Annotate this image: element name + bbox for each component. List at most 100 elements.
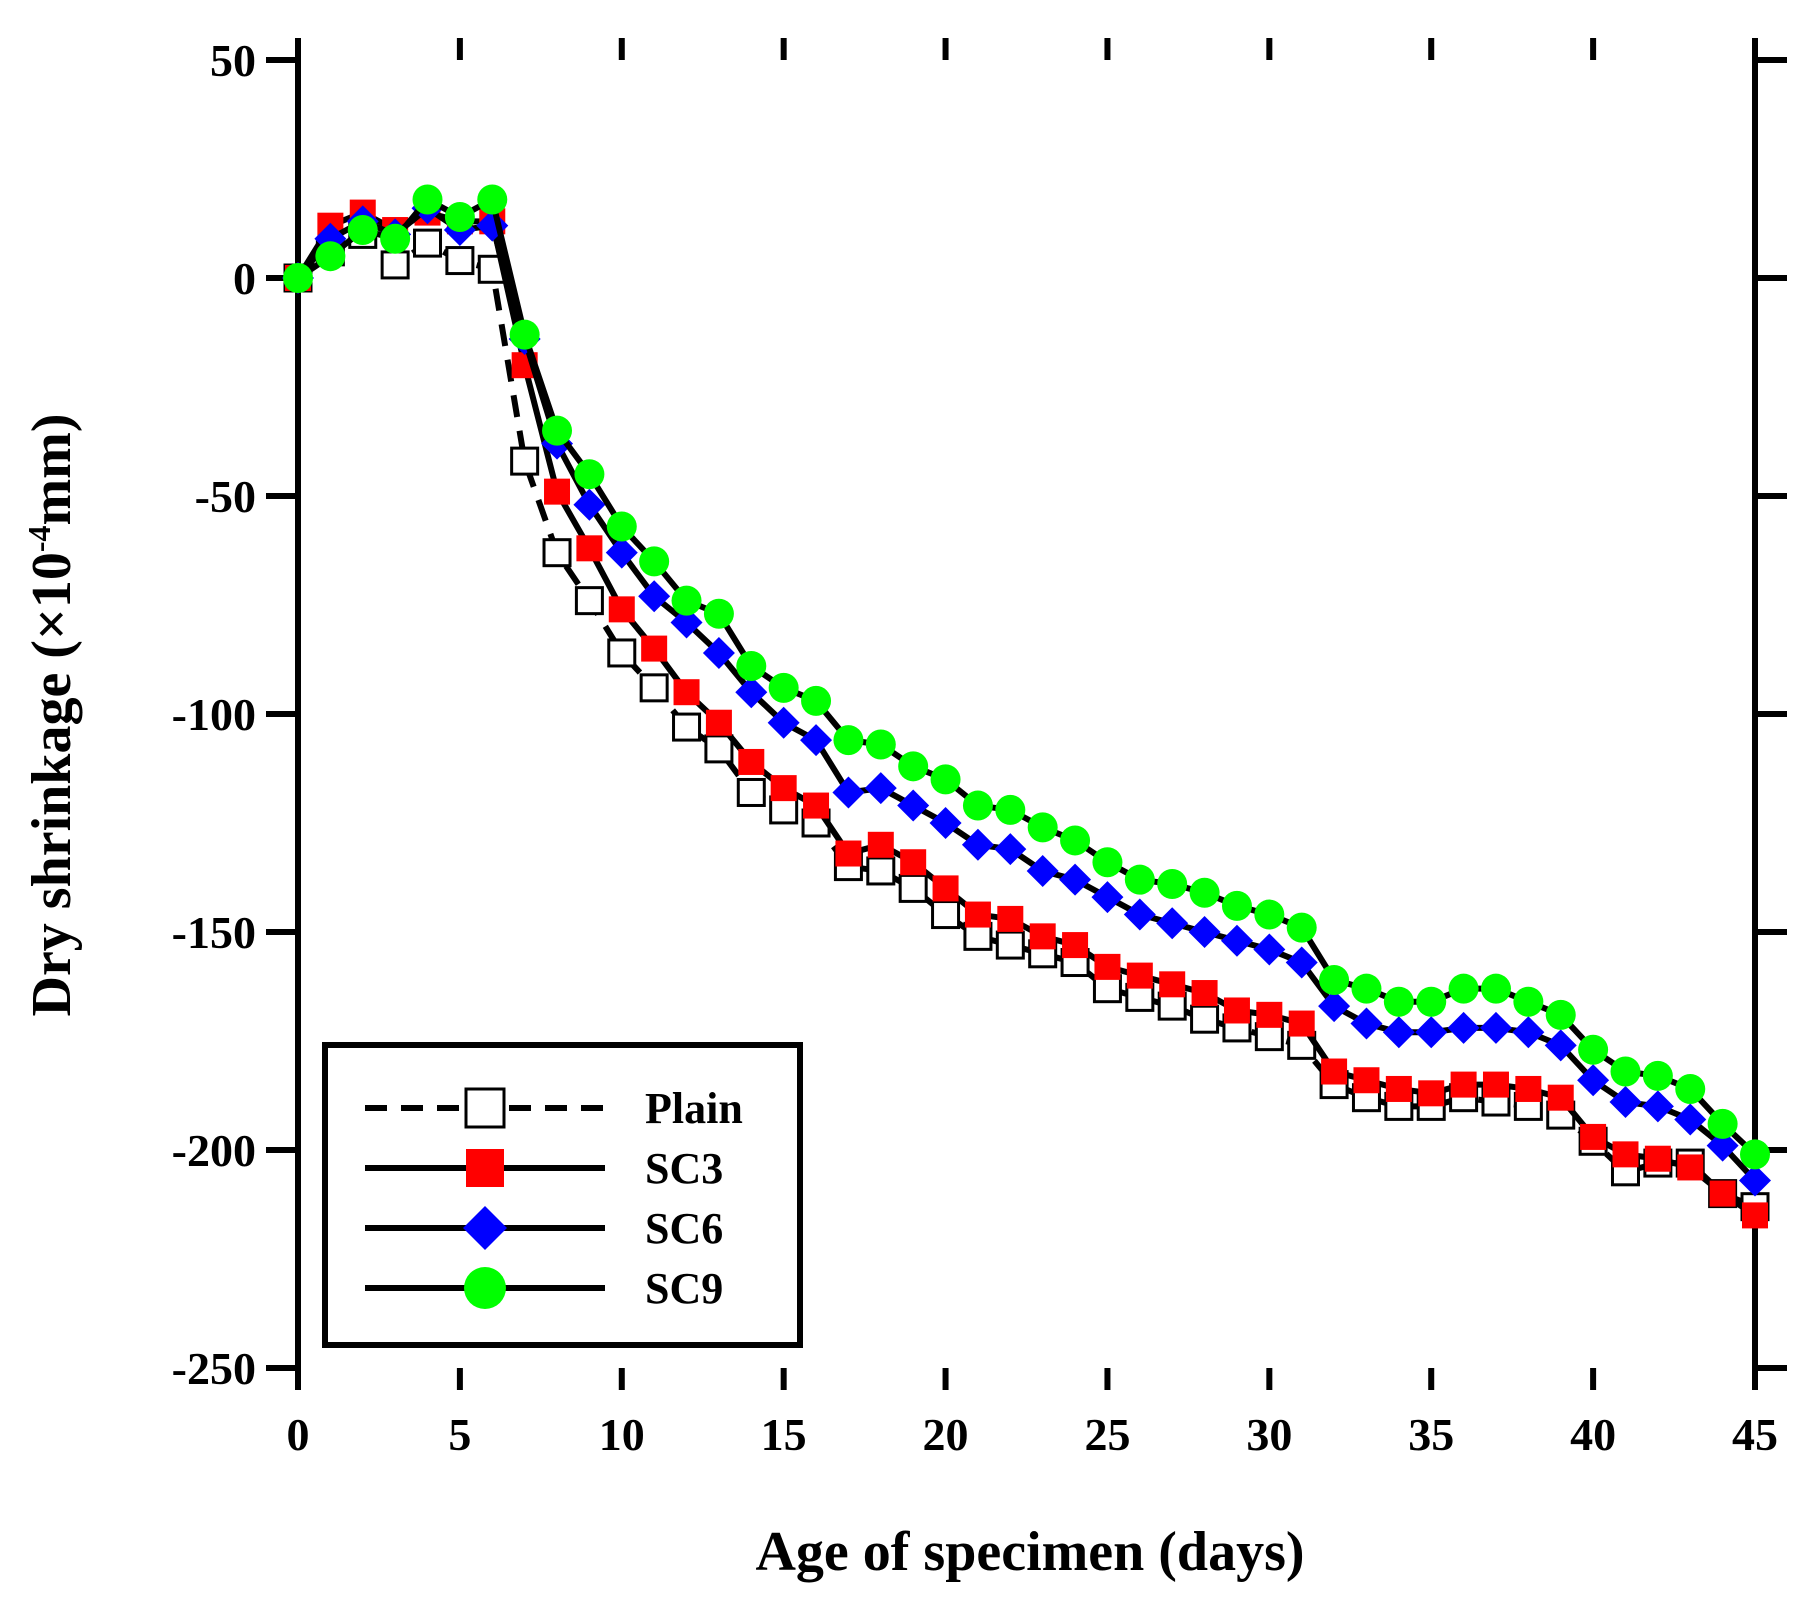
y-tick-label: -50 [195, 471, 256, 522]
data-point-sc3 [997, 905, 1024, 932]
legend-marker-sc6 [463, 1206, 507, 1250]
data-point-plain [510, 446, 540, 476]
legend-label: SC9 [645, 1264, 723, 1313]
data-point-sc6 [864, 772, 897, 805]
data-point-sc6 [1739, 1164, 1771, 1197]
data-point-sc9 [995, 794, 1026, 825]
data-point-sc9 [1060, 825, 1091, 856]
data-point-sc3 [1029, 923, 1056, 950]
data-point-sc9 [574, 459, 605, 490]
y-tick-label: -250 [172, 1343, 256, 1394]
legend-label: SC3 [645, 1144, 723, 1193]
data-point-sc3 [1644, 1145, 1671, 1172]
data-point-sc9 [1221, 890, 1252, 921]
data-point-sc3 [1742, 1202, 1768, 1229]
data-point-sc3 [1450, 1071, 1477, 1098]
data-point-sc9 [833, 725, 864, 756]
data-point-sc3 [1159, 971, 1186, 998]
data-point-sc6 [1123, 898, 1156, 931]
data-point-sc3 [1353, 1067, 1380, 1094]
data-point-sc3 [1709, 1180, 1736, 1207]
data-point-sc3 [1321, 1058, 1348, 1085]
data-point-sc6 [994, 833, 1027, 866]
data-point-sc9 [1254, 899, 1285, 930]
data-point-plain [574, 586, 604, 616]
data-point-sc9 [477, 184, 508, 215]
data-point-sc6 [929, 807, 962, 839]
data-point-sc9 [1124, 864, 1155, 895]
y-tick-label: -150 [172, 907, 256, 958]
legend-label: SC6 [645, 1204, 723, 1253]
data-point-sc9 [639, 546, 670, 577]
data-point-sc6 [1220, 924, 1253, 957]
data-point-sc3 [544, 478, 571, 505]
data-point-plain [639, 673, 669, 703]
data-point-sc3 [803, 792, 830, 819]
series-line-sc9 [296, 196, 1758, 1157]
data-point-sc3 [867, 831, 894, 858]
data-point-plain [963, 921, 993, 951]
data-point-sc6 [1026, 854, 1059, 887]
data-point-plain [995, 930, 1025, 960]
y-tick-label: -100 [172, 689, 256, 740]
data-point-sc3 [1094, 953, 1121, 980]
data-point-sc6 [605, 536, 638, 569]
data-point-plain [898, 873, 928, 903]
data-point-sc9 [703, 598, 734, 629]
data-point-sc9 [768, 672, 799, 703]
data-point-plain [380, 250, 410, 280]
data-point-sc9 [1189, 877, 1220, 908]
data-point-plain [1190, 1004, 1220, 1034]
data-point-sc3 [1677, 1154, 1704, 1181]
x-tick-label: 20 [923, 1409, 969, 1460]
data-point-sc6 [1479, 1011, 1512, 1044]
data-point-sc6 [1641, 1090, 1674, 1123]
series-line-sc3 [295, 209, 1757, 1218]
data-point-sc6 [1318, 990, 1351, 1023]
data-point-sc6 [1382, 1016, 1415, 1049]
data-point-sc6 [1609, 1086, 1642, 1119]
data-point-sc9 [671, 585, 702, 616]
series-sc3 [285, 199, 1768, 1229]
data-point-sc3 [673, 679, 700, 706]
data-point-sc3 [1580, 1123, 1607, 1150]
data-point-sc6 [573, 488, 606, 521]
data-point-plain [931, 900, 961, 930]
data-point-sc3 [1223, 997, 1250, 1024]
axis-ticks: 0 5 10 15 20 25 30 35 40 45 50 0 -50 -100 -150 -200 -250 [172, 35, 1787, 1460]
legend-entry-plain: Plain [365, 1084, 743, 1133]
data-point-sc9 [347, 215, 378, 246]
data-point-sc3 [1126, 962, 1153, 989]
data-point-plain [542, 538, 572, 568]
data-point-sc9 [1448, 973, 1479, 1004]
legend-entry-sc3: SC3 [365, 1144, 723, 1193]
data-point-sc3 [641, 635, 668, 662]
data-point-sc9 [1416, 986, 1447, 1017]
data-point-sc3 [1385, 1075, 1412, 1102]
data-point-sc9 [1642, 1060, 1673, 1091]
data-point-plain [1254, 1022, 1284, 1052]
data-point-sc6 [961, 828, 994, 861]
data-point-sc3 [1612, 1141, 1639, 1168]
data-point-sc6 [638, 580, 671, 613]
data-point-sc9 [1545, 999, 1576, 1030]
data-point-sc6 [1091, 881, 1124, 914]
data-point-plain [866, 856, 896, 886]
data-point-sc6 [1706, 1129, 1739, 1162]
data-point-sc9 [1610, 1056, 1641, 1087]
data-point-sc6 [897, 789, 930, 822]
y-tick-label: -200 [172, 1125, 256, 1176]
y-axis-title-unit: mm) [21, 414, 83, 526]
x-tick-label: 0 [287, 1409, 310, 1460]
data-point-sc9 [1286, 912, 1317, 943]
data-point-sc9 [283, 263, 313, 293]
data-point-sc6 [1350, 1007, 1383, 1040]
data-point-sc9 [542, 415, 573, 446]
data-point-sc9 [801, 685, 832, 716]
legend-label: Plain [645, 1084, 743, 1133]
series-sc9 [283, 184, 1770, 1170]
data-point-sc6 [1512, 1016, 1545, 1049]
data-point-sc6 [1285, 946, 1318, 979]
data-point-sc6 [1674, 1103, 1707, 1136]
data-point-sc3 [738, 748, 765, 775]
